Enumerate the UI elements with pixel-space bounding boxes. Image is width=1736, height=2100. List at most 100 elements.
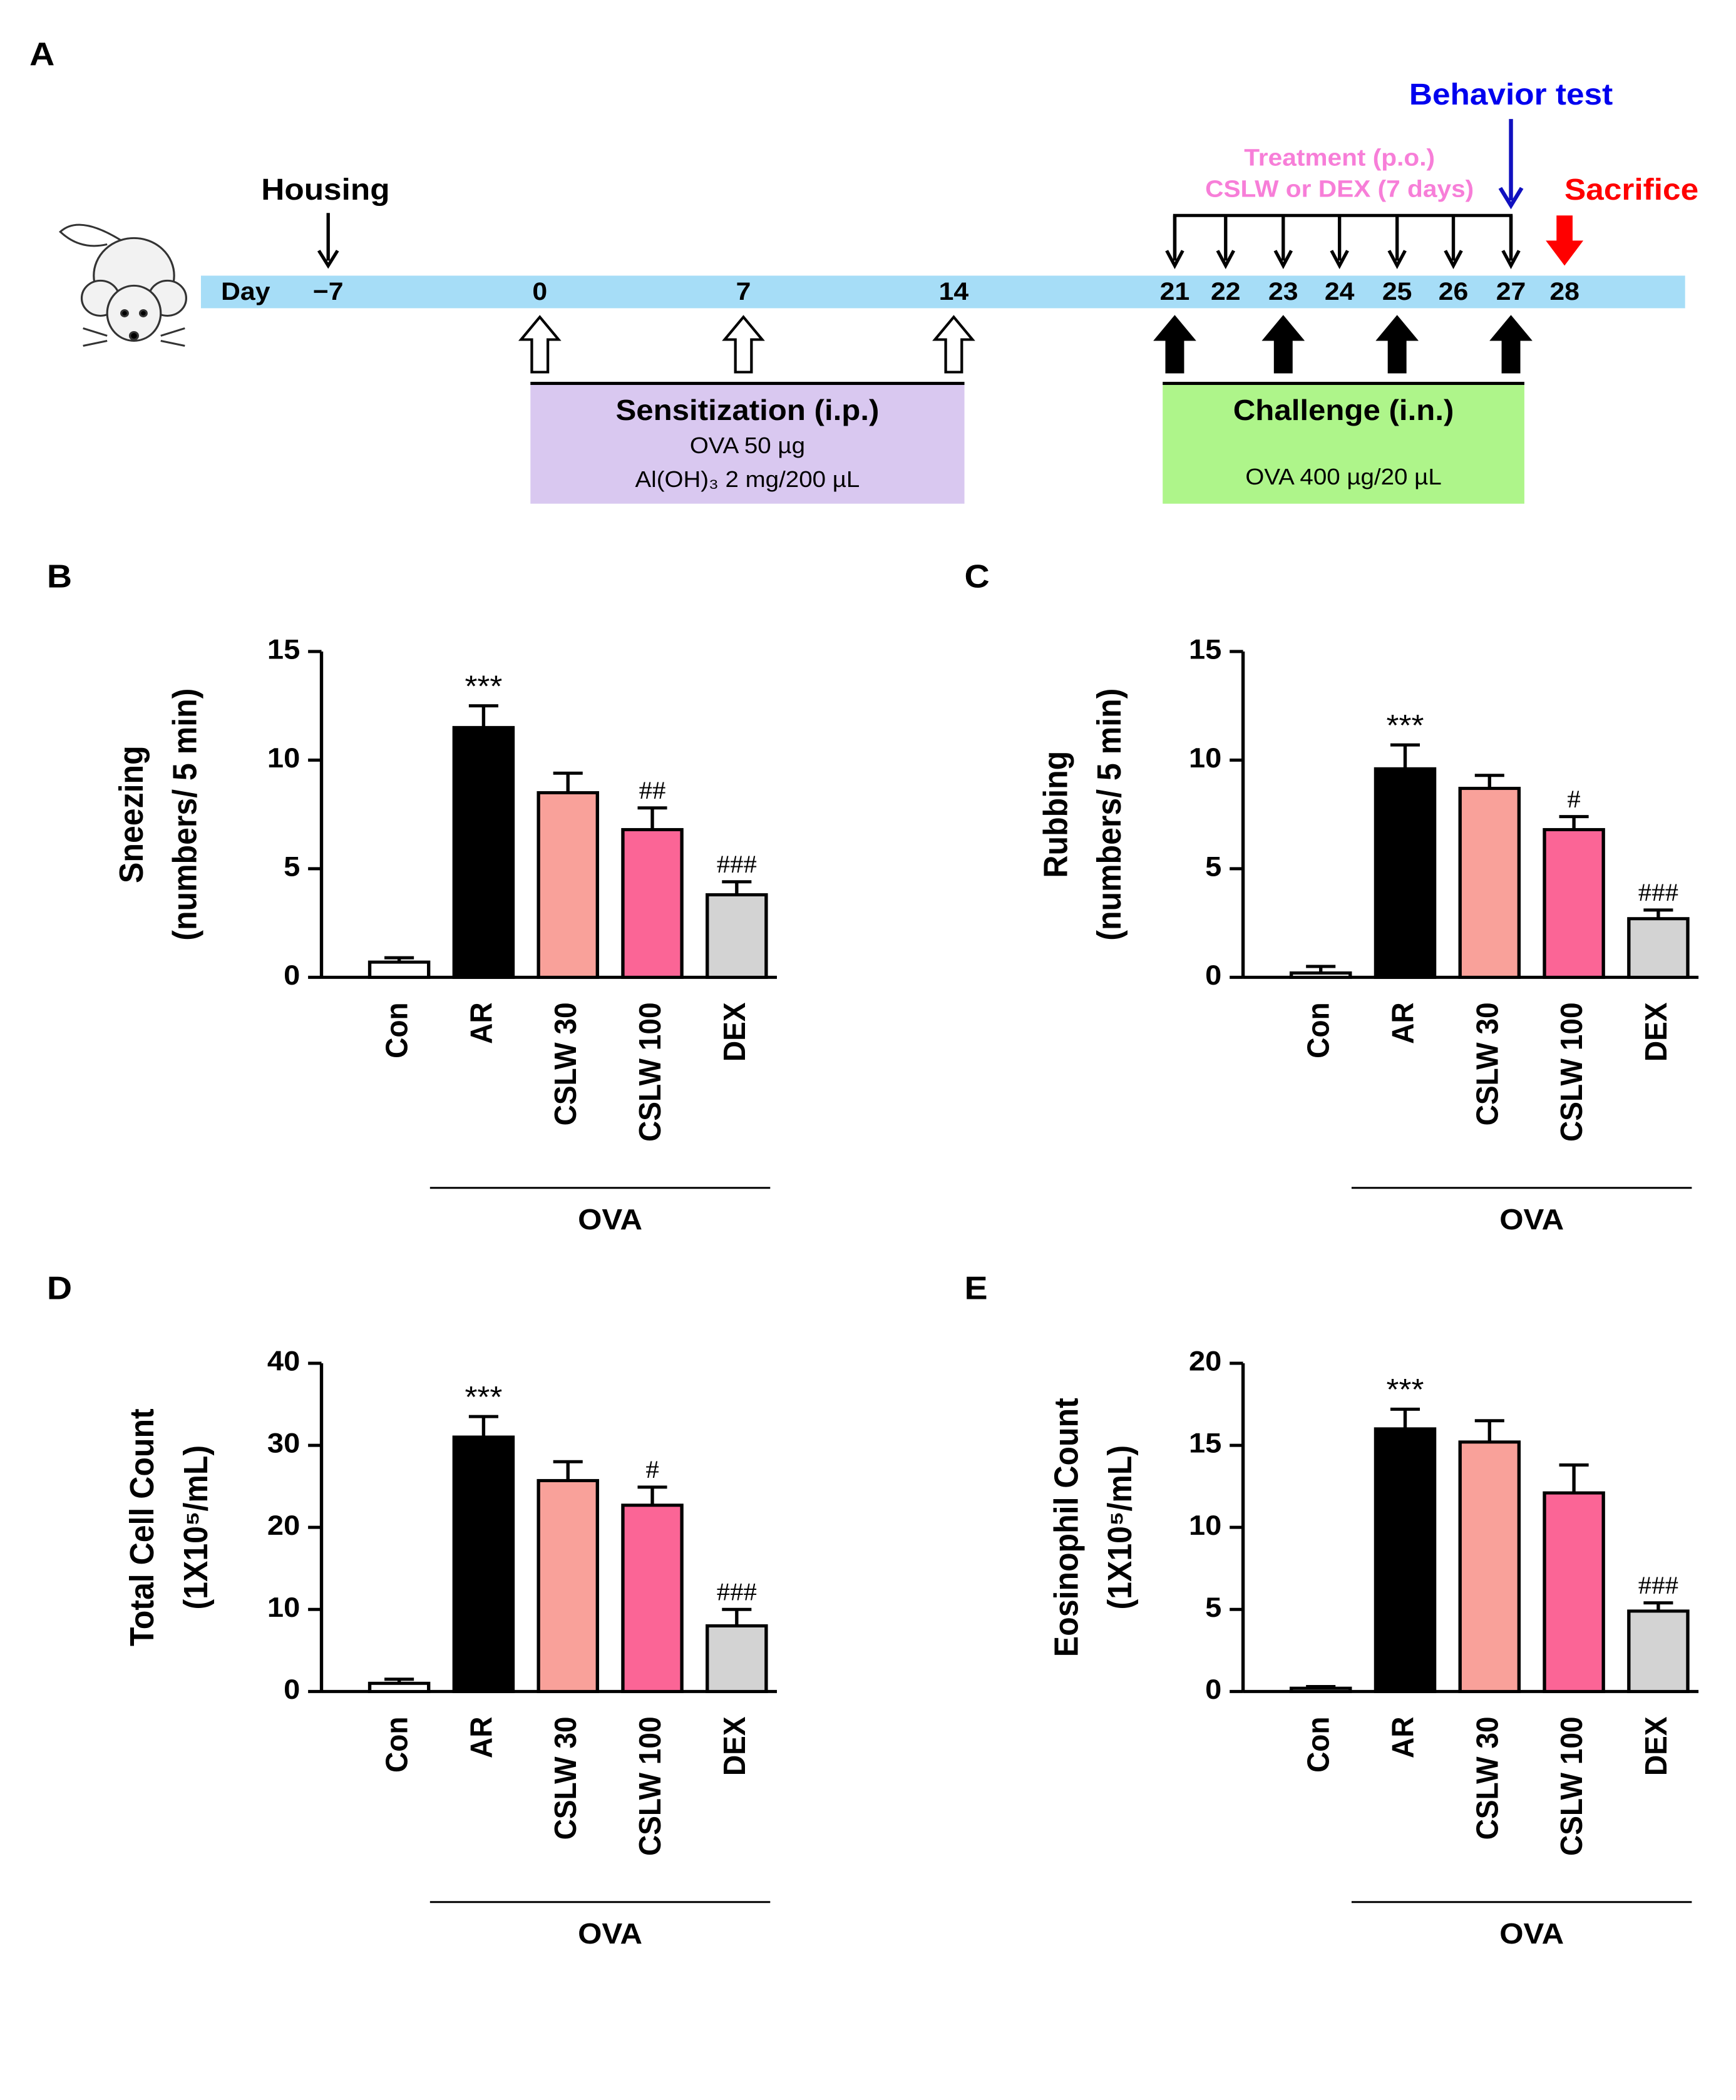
bar (1543, 1491, 1605, 1693)
day-number: 25 (1382, 277, 1412, 305)
x-tick-label: Con (1302, 1002, 1336, 1058)
injection-arrows (518, 315, 1533, 374)
x-tick-label: CSLW 30 (549, 1002, 583, 1125)
bar (621, 827, 684, 979)
y-tick-label: 10 (267, 742, 300, 773)
y-axis-label: Eosinophil Count (1047, 1398, 1085, 1657)
x-tick-label: DEX (1640, 1002, 1674, 1062)
panel-label: B (47, 558, 72, 595)
significance-label: ## (639, 776, 666, 804)
bracket-arrow (1216, 215, 1236, 269)
y-tick-label: 15 (1189, 1428, 1221, 1458)
timeline: A Day −7 0 7 14 21 22 23 24 25 26 27 28 Housing Beh… (29, 36, 1698, 504)
day-number: 21 (1160, 277, 1190, 305)
charts: B Sneezing (numbers/ 5 min) 0 5 10 15 Con *** AR C… (47, 558, 1699, 1950)
x-tick-label: DEX (717, 1002, 752, 1062)
challenge-box (1163, 383, 1524, 504)
bar (537, 1478, 599, 1693)
housing-label: Housing (261, 172, 389, 206)
x-tick-label: Con (380, 1716, 414, 1772)
significance-label: *** (465, 1380, 502, 1413)
day-label: Day (221, 277, 270, 305)
x-tick-label: CSLW 100 (1555, 1002, 1590, 1142)
y-tick-label: 15 (267, 634, 300, 665)
y-axis-label: Rubbing (1037, 751, 1074, 878)
y-tick-label: 10 (1189, 1510, 1221, 1540)
bar (1289, 971, 1352, 979)
challenge-arrow (1375, 315, 1419, 374)
bracket-arrow (1273, 215, 1293, 269)
y-tick-label: 30 (267, 1428, 300, 1458)
group-label: OVA (1499, 1918, 1564, 1950)
day-number: 14 (939, 277, 969, 305)
sacrifice-arrow (1546, 215, 1584, 266)
y-tick-label: 5 (1205, 1592, 1221, 1622)
x-tick-label: CSLW 100 (634, 1716, 668, 1856)
bar (537, 791, 599, 979)
x-tick-label: AR (465, 1002, 499, 1043)
bracket-arrow (1387, 215, 1407, 269)
x-tick-label: Con (1302, 1716, 1336, 1772)
bar (706, 893, 768, 979)
y-tick-label: 20 (267, 1510, 300, 1540)
bar (1289, 1686, 1352, 1693)
challenge-text: OVA 400 µg/20 µL (1245, 464, 1441, 489)
bracket-arrow (1165, 215, 1184, 269)
significance-label: ### (717, 850, 757, 878)
panel-label: D (47, 1270, 72, 1306)
group-label: OVA (1499, 1204, 1564, 1236)
x-tick-label: AR (1386, 1002, 1420, 1043)
sensitization-text: Al(OH)₃ 2 mg/200 µL (635, 466, 860, 492)
treatment-bracket (1165, 213, 1521, 269)
day-number: 27 (1496, 277, 1526, 305)
bar (367, 1681, 431, 1693)
y-tick-label: 0 (1205, 960, 1221, 990)
bar (1458, 1440, 1521, 1693)
x-tick-label: CSLW 30 (1471, 1002, 1505, 1125)
bar (452, 1435, 515, 1693)
day-number: 26 (1439, 277, 1469, 305)
day-number: 23 (1268, 277, 1298, 305)
challenge-title: Challenge (i.n.) (1233, 394, 1454, 426)
y-tick-label: 10 (1189, 742, 1221, 773)
day-number: −7 (313, 277, 344, 305)
y-tick-label: 15 (1189, 634, 1221, 665)
behavior-arrow (1498, 119, 1524, 210)
x-tick-label: CSLW 30 (1471, 1716, 1505, 1840)
y-tick-label: 20 (1189, 1346, 1221, 1376)
y-axis-label: (1X10⁵/mL) (1101, 1445, 1139, 1610)
y-tick-label: 5 (1205, 851, 1221, 882)
y-tick-label: 0 (1205, 1674, 1221, 1704)
day-number: 22 (1211, 277, 1241, 305)
y-axis-label: (numbers/ 5 min) (166, 689, 203, 941)
treatment-label: Treatment (p.o.) (1244, 144, 1435, 171)
bar (706, 1624, 768, 1693)
bar (1627, 1609, 1690, 1693)
challenge-arrow (1261, 315, 1305, 374)
y-axis-label: Sneezing (113, 745, 150, 883)
timeline-bar (200, 275, 1685, 309)
bar (1458, 787, 1521, 979)
day-labels: −7 0 7 14 21 22 23 24 25 26 27 28 (313, 277, 1579, 305)
group-label: OVA (578, 1918, 642, 1950)
y-axis-label: Total Cell Count (123, 1408, 161, 1646)
panel-label: A (29, 36, 54, 72)
significance-label: *** (1387, 1373, 1424, 1406)
y-tick-label: 40 (267, 1346, 300, 1376)
y-tick-label: 0 (284, 960, 300, 990)
sensitization-box (530, 383, 965, 504)
sacrifice-label: Sacrifice (1564, 172, 1698, 206)
mouse-icon (59, 223, 188, 347)
significance-label: ### (1638, 878, 1678, 906)
bracket-arrow (1501, 215, 1521, 269)
y-tick-label: 5 (284, 851, 300, 882)
y-axis-label: (numbers/ 5 min) (1091, 689, 1128, 941)
sensitization-arrow (932, 315, 975, 374)
x-tick-label: CSLW 100 (1555, 1716, 1590, 1856)
day-number: 28 (1549, 277, 1579, 305)
sensitization-title: Sensitization (i.p.) (615, 394, 879, 426)
day-number: 7 (736, 277, 751, 305)
bar (1627, 917, 1690, 979)
significance-label: ### (1638, 1571, 1678, 1599)
